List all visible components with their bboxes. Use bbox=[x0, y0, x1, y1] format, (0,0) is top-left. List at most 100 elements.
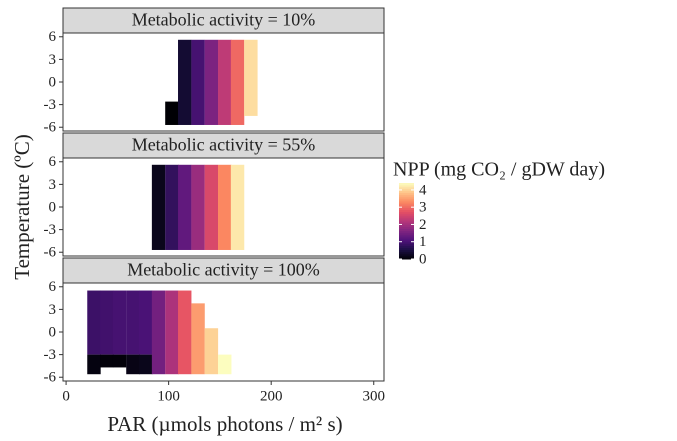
strip bbox=[62, 257, 385, 284]
y-tick-label: 0 bbox=[49, 199, 57, 215]
tile bbox=[87, 290, 101, 355]
x-axis-label: PAR (µmols photons / m² s) bbox=[107, 412, 342, 436]
y-tick-label: 3 bbox=[49, 302, 57, 318]
colorbar-segment bbox=[399, 219, 414, 222]
colorbar-segment bbox=[399, 226, 414, 230]
colorbar-segment bbox=[399, 234, 414, 237]
tile bbox=[178, 39, 192, 125]
tile bbox=[126, 354, 140, 375]
colorbar-tick-label: 4 bbox=[419, 182, 427, 198]
x-tick-label: 200 bbox=[260, 388, 283, 404]
tile bbox=[151, 164, 166, 250]
colorbar-segment bbox=[399, 241, 414, 245]
tile bbox=[218, 39, 232, 125]
y-tick-label: 3 bbox=[49, 52, 57, 68]
colorbar-segment bbox=[399, 253, 414, 256]
y-tick-label: -6 bbox=[44, 370, 57, 386]
colorbar-segment bbox=[399, 209, 414, 212]
colorbar-segment bbox=[399, 188, 414, 192]
colorbar-segment bbox=[399, 203, 414, 207]
x-tick-label: 300 bbox=[362, 388, 385, 404]
colorbar-segment bbox=[399, 194, 414, 197]
colorbar-segment bbox=[399, 217, 414, 220]
colorbar-segment bbox=[399, 213, 414, 216]
colorbar-segment bbox=[399, 236, 414, 239]
colorbar-segment bbox=[399, 196, 414, 199]
tile bbox=[204, 328, 219, 375]
tile bbox=[191, 39, 205, 125]
colorbar-segment bbox=[399, 186, 414, 190]
tile bbox=[230, 164, 245, 250]
colorbar-segment bbox=[399, 207, 414, 211]
x-tick-label: 0 bbox=[62, 388, 70, 404]
tile bbox=[100, 290, 114, 355]
colorbar-segment bbox=[399, 221, 414, 224]
colorbar-tick-label: 1 bbox=[419, 234, 427, 250]
tile bbox=[178, 290, 192, 375]
colorbar-segment bbox=[399, 243, 414, 247]
tile bbox=[165, 101, 179, 125]
colorbar-tick-label: 3 bbox=[419, 200, 427, 216]
colorbar-segment bbox=[399, 255, 414, 258]
colorbar-segment bbox=[399, 215, 414, 218]
y-tick-label: 6 bbox=[49, 154, 57, 170]
tile bbox=[112, 354, 127, 368]
y-tick-label: 6 bbox=[49, 29, 57, 45]
colorbar-segment bbox=[399, 222, 414, 226]
colorbar-segment bbox=[399, 249, 414, 252]
tile bbox=[178, 164, 192, 250]
y-tick-label: 3 bbox=[49, 177, 57, 193]
x-tick-label: 100 bbox=[157, 388, 180, 404]
y-tick-label: -6 bbox=[44, 120, 57, 136]
tile bbox=[244, 39, 258, 116]
tile bbox=[165, 164, 179, 250]
y-tick-label: 6 bbox=[49, 279, 57, 295]
tile bbox=[139, 354, 153, 375]
colorbar-segment bbox=[399, 190, 414, 193]
tile bbox=[191, 303, 205, 375]
tile bbox=[139, 290, 153, 355]
colorbar-segment bbox=[399, 228, 414, 231]
strip-title: Metabolic activity = 55% bbox=[132, 135, 316, 155]
colorbar-segment bbox=[399, 257, 414, 260]
tile bbox=[204, 164, 219, 250]
colorbar-segment bbox=[399, 245, 414, 249]
tile bbox=[151, 290, 166, 375]
legend-title: NPP (mg CO₂ / gDW day) bbox=[393, 159, 605, 181]
colorbar-segment bbox=[399, 247, 414, 250]
tile bbox=[230, 39, 245, 125]
tile bbox=[218, 354, 232, 375]
colorbar-segment bbox=[399, 211, 414, 214]
y-tick-label: -3 bbox=[44, 222, 57, 238]
tile bbox=[87, 354, 101, 375]
y-axis-label: Temperature (ºC) bbox=[10, 134, 34, 280]
colorbar-tick-label: 2 bbox=[419, 217, 427, 233]
y-tick-label: 0 bbox=[49, 74, 57, 90]
tile bbox=[100, 354, 114, 368]
strip bbox=[62, 132, 385, 159]
strip-title: Metabolic activity = 100% bbox=[127, 260, 320, 280]
colorbar-segment bbox=[399, 232, 414, 235]
colorbar-segment bbox=[399, 238, 414, 241]
colorbar-segment bbox=[399, 205, 414, 209]
tile bbox=[191, 164, 205, 250]
colorbar-segment bbox=[399, 183, 414, 186]
tile bbox=[165, 290, 179, 375]
tile bbox=[204, 39, 219, 125]
colorbar-segment bbox=[399, 198, 414, 201]
colorbar-segment bbox=[399, 240, 414, 243]
colorbar-segment bbox=[399, 202, 414, 205]
tile bbox=[126, 290, 140, 355]
colorbar-segment bbox=[399, 224, 414, 228]
y-tick-label: -6 bbox=[44, 245, 57, 261]
y-tick-label: -3 bbox=[44, 97, 57, 113]
colorbar-segment bbox=[399, 251, 414, 254]
colorbar-segment bbox=[399, 200, 414, 203]
y-tick-label: 0 bbox=[49, 324, 57, 340]
tile bbox=[112, 290, 127, 355]
strip bbox=[62, 7, 385, 34]
colorbar-tick-label: 0 bbox=[419, 251, 427, 267]
y-tick-label: -3 bbox=[44, 347, 57, 363]
colorbar-segment bbox=[399, 192, 414, 195]
